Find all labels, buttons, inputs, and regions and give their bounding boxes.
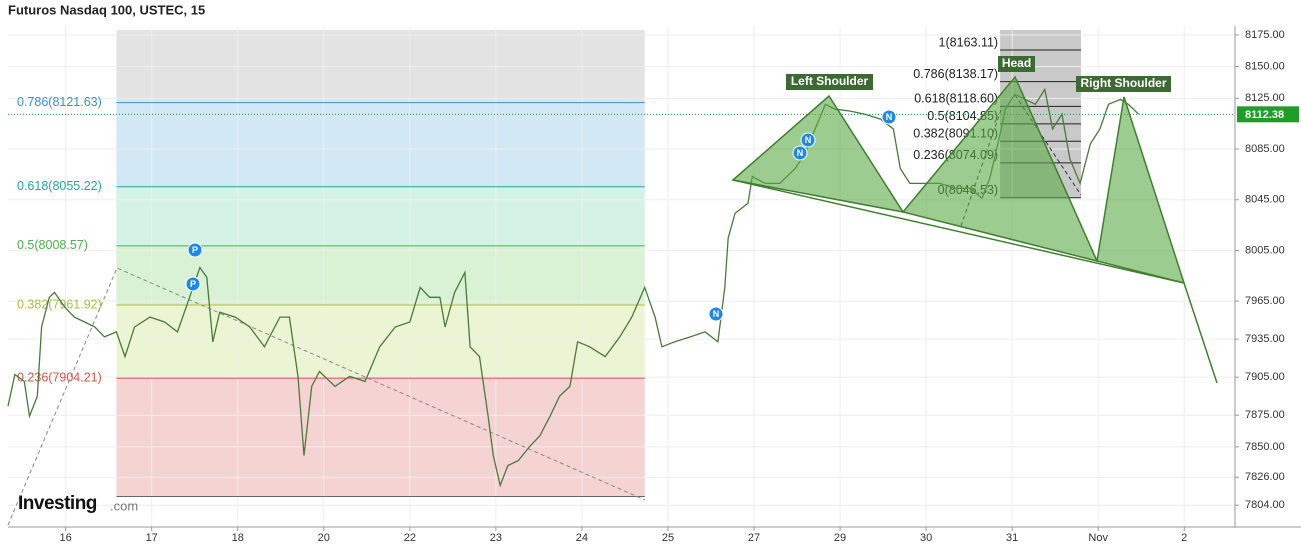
fib-label: 0.5(8008.57) xyxy=(17,238,88,252)
y-tick-label: 7826.00 xyxy=(1245,471,1285,483)
x-tick-label: 17 xyxy=(146,532,158,544)
marker-label: N xyxy=(805,135,812,145)
y-tick-label: 7875.00 xyxy=(1245,409,1285,421)
y-tick-label: 8150.00 xyxy=(1245,61,1285,73)
x-tick-label: 18 xyxy=(232,532,244,544)
x-tick-label: 31 xyxy=(1006,532,1018,544)
head-and-shoulders xyxy=(731,75,1218,384)
marker xyxy=(792,145,808,161)
y-tick-label: 7804.00 xyxy=(1245,499,1285,511)
x-tick-label: 25 xyxy=(662,532,674,544)
y-tick-label: 8005.00 xyxy=(1245,244,1285,256)
trendlines xyxy=(7,94,1082,526)
x-tick-label: 24 xyxy=(576,532,588,544)
y-tick-label: 7935.00 xyxy=(1245,333,1285,345)
fib-label: 0.382(7961.92) xyxy=(17,297,102,311)
annotation: Right Shoulder xyxy=(1081,76,1167,90)
marker-label: P xyxy=(190,279,196,289)
fib-band xyxy=(116,186,645,246)
backgrounds xyxy=(116,30,1081,497)
axes: 8175.00 8150.00 8125.00 8085.00 8045.00 8005.… xyxy=(8,26,1301,544)
x-tick-label: 2 xyxy=(1181,532,1187,544)
annotation: Head xyxy=(1002,56,1031,70)
x-tick-label: 22 xyxy=(404,532,416,544)
marker-label: N xyxy=(797,148,804,158)
fib-label: 0.618(8055.22) xyxy=(17,179,102,193)
fib-label: 0.786(8121.63) xyxy=(17,95,102,109)
marker xyxy=(881,109,897,125)
annotation: Left Shoulder xyxy=(791,74,869,88)
y-tick-label: 7905.00 xyxy=(1245,371,1285,383)
last-price-box xyxy=(1237,106,1299,123)
fib-band xyxy=(116,245,645,306)
y-tick-label: 8045.00 xyxy=(1245,194,1285,206)
fib-label: 1(8163.11) xyxy=(939,35,999,49)
watermark-suffix: .com xyxy=(110,498,138,513)
fib-label: 0.236(7904.21) xyxy=(17,370,102,384)
x-tick-label: 27 xyxy=(748,532,760,544)
trend-line xyxy=(7,267,646,526)
y-tick-label: 7965.00 xyxy=(1245,295,1285,307)
annotation-box xyxy=(786,74,873,90)
watermark-brand: Investing xyxy=(18,493,97,514)
fib-band xyxy=(116,102,645,187)
annotation-box xyxy=(1076,76,1171,92)
fib-label: 0.786(8138.17) xyxy=(913,67,998,81)
marker xyxy=(800,132,816,148)
fib-band xyxy=(116,305,645,379)
marker-label: P xyxy=(192,245,198,255)
y-tick-label: 8125.00 xyxy=(1245,92,1285,104)
marker-label: N xyxy=(713,309,720,319)
last-price-label: 8112.38 xyxy=(1245,109,1284,121)
left-shoulder-shape xyxy=(731,94,905,214)
marker-label: N xyxy=(886,112,893,122)
chart-title: Futuros Nasdaq 100, USTEC, 15 xyxy=(8,2,205,17)
right-shoulder-shape xyxy=(1096,96,1186,285)
annotations: Left Shoulder Head Right Shoulder xyxy=(786,56,1171,92)
marker xyxy=(708,306,724,322)
x-tick-label: Nov xyxy=(1088,532,1108,544)
annotation-box xyxy=(998,56,1035,72)
fib-trend xyxy=(1014,94,1082,196)
head-shape xyxy=(901,75,1099,263)
x-tick-label: 16 xyxy=(60,532,72,544)
marker xyxy=(187,242,203,258)
y-tick-label: 8085.00 xyxy=(1245,143,1285,155)
x-tick-label: 20 xyxy=(318,532,330,544)
fib-band xyxy=(116,378,645,497)
marker xyxy=(185,276,201,292)
y-tick-label: 7850.00 xyxy=(1245,441,1285,453)
x-tick-label: 29 xyxy=(834,532,846,544)
markers: P P N N N N xyxy=(185,109,897,322)
fib-label: 0.618(8118.60) xyxy=(914,92,998,106)
x-tick-label: 23 xyxy=(490,532,502,544)
neckline xyxy=(732,179,1218,384)
y-tick-label: 8175.00 xyxy=(1245,29,1285,41)
x-tick-label: 30 xyxy=(920,532,932,544)
